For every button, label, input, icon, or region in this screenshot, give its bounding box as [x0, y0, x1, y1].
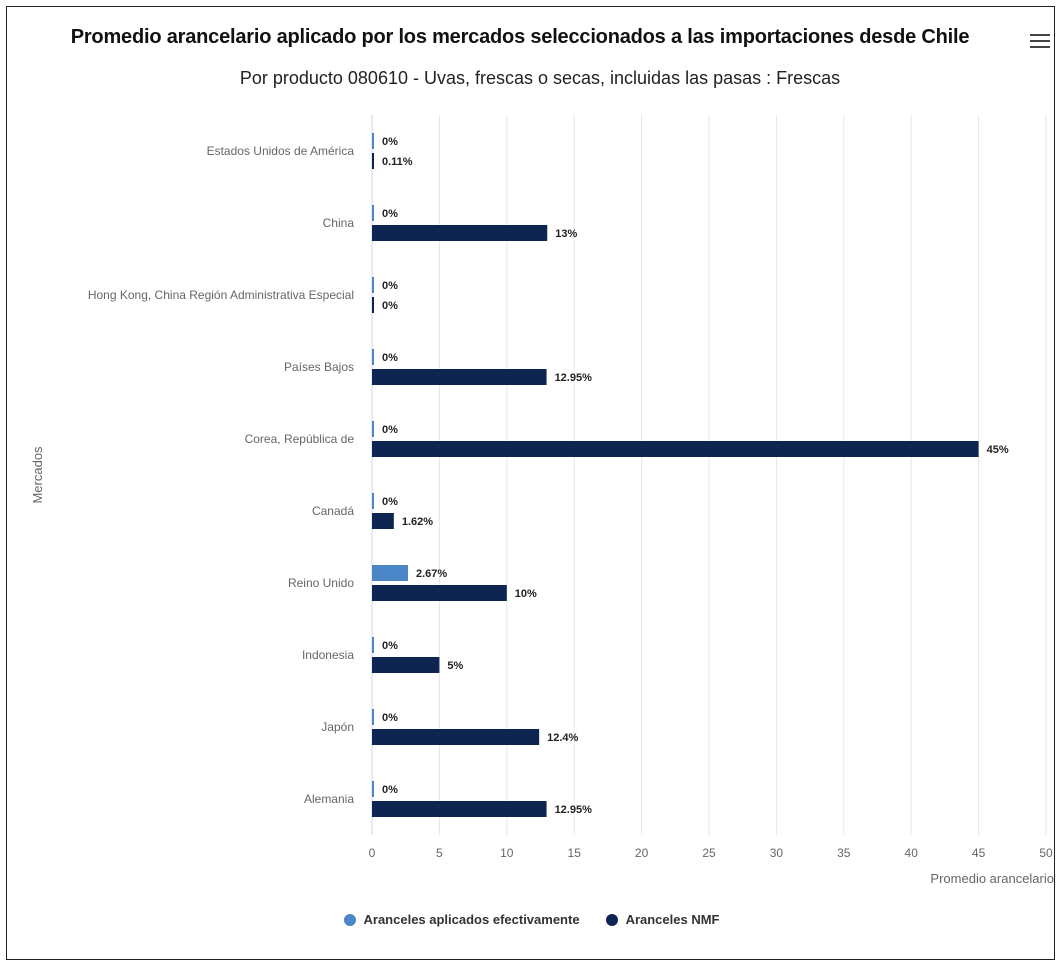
category-label: Países Bajos: [284, 360, 354, 374]
category-label: Indonesia: [302, 648, 354, 662]
bar-nmf: [372, 657, 440, 673]
data-label-applied: 0%: [382, 424, 398, 436]
x-tick-label: 50: [1039, 846, 1053, 860]
bar-nmf: [372, 369, 547, 385]
x-tick-label: 5: [436, 846, 443, 860]
bar-applied: [372, 493, 374, 509]
data-label-nmf: 5%: [447, 660, 463, 672]
bar-applied: [372, 421, 374, 437]
bar-nmf: [372, 297, 374, 313]
x-tick-label: 10: [500, 846, 514, 860]
bar-applied: [372, 637, 374, 653]
x-axis-title: Promedio arancelario: [930, 871, 1054, 886]
x-tick-label: 35: [837, 846, 851, 860]
category-label: Alemania: [304, 792, 354, 806]
bar-nmf: [372, 441, 979, 457]
data-label-applied: 0%: [382, 640, 398, 652]
bar-applied: [372, 349, 374, 365]
category-label: Canadá: [312, 504, 354, 518]
data-label-applied: 0%: [382, 280, 398, 292]
x-tick-label: 15: [568, 846, 582, 860]
bar-nmf: [372, 801, 547, 817]
data-label-applied: 0%: [382, 352, 398, 364]
bar-applied: [372, 205, 374, 221]
data-label-nmf: 1.62%: [402, 516, 433, 528]
bar-applied: [372, 781, 374, 797]
category-label: Hong Kong, China Región Administrativa E…: [88, 288, 354, 302]
legend-label-applied: Aranceles aplicados efectivamente: [363, 912, 580, 927]
x-tick-label: 45: [972, 846, 986, 860]
data-label-applied: 0%: [382, 784, 398, 796]
data-label-nmf: 12.95%: [555, 804, 593, 816]
hamburger-menu-icon[interactable]: [1030, 34, 1050, 52]
bar-applied: [372, 709, 374, 725]
menu-line: [1030, 46, 1050, 48]
legend-marker-applied: [343, 913, 356, 926]
bar-applied: [372, 133, 374, 149]
x-tick-label: 25: [702, 846, 716, 860]
data-label-nmf: 10%: [515, 588, 537, 600]
bar-applied: [372, 565, 408, 581]
legend-label-nmf: Aranceles NMF: [625, 912, 720, 927]
legend-item-applied[interactable]: Aranceles aplicados efectivamente: [343, 912, 580, 927]
bar-nmf: [372, 513, 394, 529]
bar-nmf: [372, 585, 507, 601]
data-label-nmf: 0.11%: [382, 156, 413, 168]
y-axis-title: Mercados: [30, 446, 45, 504]
bar-nmf: [372, 153, 374, 169]
data-label-nmf: 0%: [382, 300, 398, 312]
x-tick-label: 0: [369, 846, 376, 860]
data-label-nmf: 13%: [555, 228, 577, 240]
x-tick-label: 30: [770, 846, 784, 860]
chart-title: Promedio arancelario aplicado por los me…: [70, 26, 970, 48]
category-label: Corea, República de: [245, 432, 355, 446]
x-tick-label: 20: [635, 846, 649, 860]
bar-nmf: [372, 729, 540, 745]
menu-line: [1030, 40, 1050, 42]
data-label-nmf: 12.4%: [547, 732, 578, 744]
x-tick-label: 40: [905, 846, 919, 860]
data-label-applied: 0%: [382, 208, 398, 220]
data-label-applied: 0%: [382, 136, 398, 148]
category-label: Reino Unido: [288, 576, 354, 590]
bar-nmf: [372, 225, 548, 241]
data-label-nmf: 45%: [987, 444, 1009, 456]
data-label-applied: 0%: [382, 496, 398, 508]
legend-item-nmf[interactable]: Aranceles NMF: [605, 912, 720, 927]
legend-marker-nmf: [605, 913, 618, 926]
bar-applied: [372, 277, 374, 293]
category-label: Japón: [321, 720, 354, 734]
category-label: China: [323, 216, 355, 230]
data-label-applied: 0%: [382, 712, 398, 724]
menu-line: [1030, 34, 1050, 36]
data-label-nmf: 12.95%: [555, 372, 593, 384]
chart-legend: Aranceles aplicados efectivamente Arance…: [0, 912, 1063, 927]
data-label-applied: 2.67%: [416, 568, 447, 580]
chart-subtitle: Por producto 080610 - Uvas, frescas o se…: [239, 68, 841, 88]
category-label: Estados Unidos de América: [207, 144, 355, 158]
